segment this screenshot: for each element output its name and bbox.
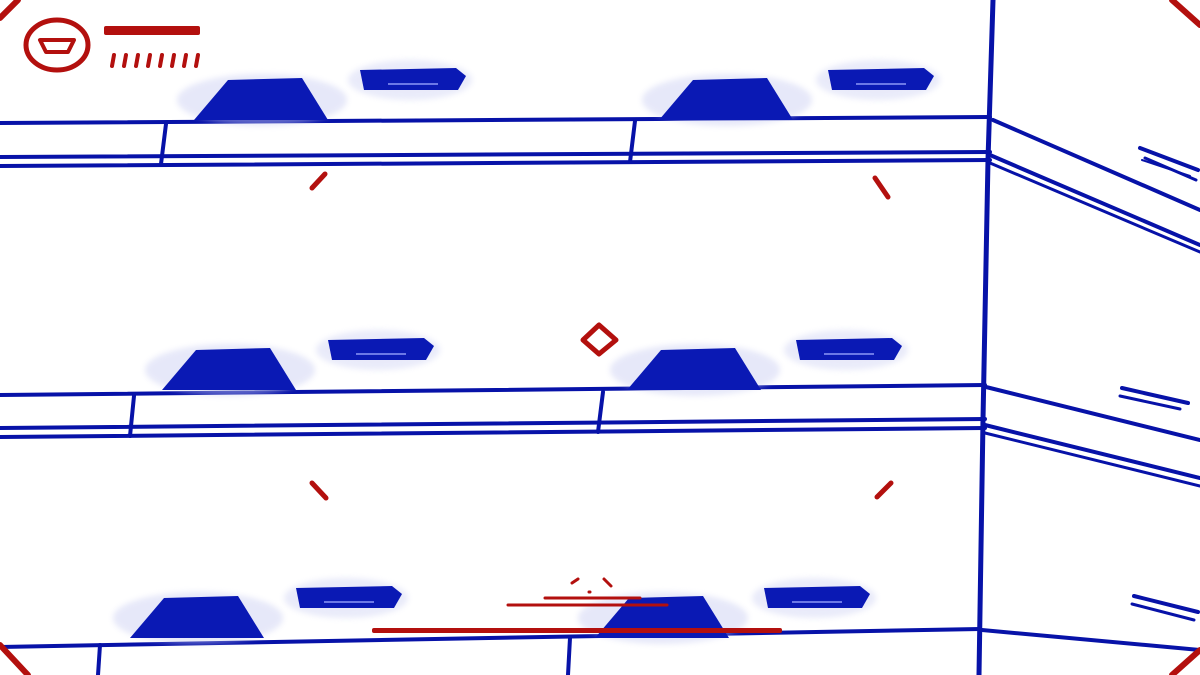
ammo-ticks [110, 53, 200, 68]
health-bar [104, 26, 200, 35]
ammo-tick [158, 53, 164, 68]
bottom-gauge [506, 577, 669, 607]
ammo-tick [170, 53, 176, 68]
shelf-row-2 [0, 383, 987, 439]
shelf-box-item[interactable] [764, 586, 870, 608]
shelf-row-3 [0, 627, 982, 675]
ammo-tick [182, 53, 188, 68]
ammo-tick [110, 53, 116, 68]
ammo-tick [134, 53, 140, 68]
shelf-box-item[interactable] [796, 338, 902, 360]
shelf-items [113, 60, 940, 644]
shelf-box-item[interactable] [828, 68, 934, 90]
ammo-tick [146, 53, 152, 68]
helmet-visor-icon [23, 17, 91, 73]
diamond-crosshair-icon [580, 322, 619, 357]
shelf-box-item[interactable] [296, 586, 402, 608]
right-wall [976, 0, 1200, 675]
shelf-cap-item[interactable] [130, 596, 264, 638]
ammo-tick [194, 53, 200, 68]
shelf-cap-item[interactable] [194, 78, 328, 120]
shelf-box-item[interactable] [328, 338, 434, 360]
crosshair-tick-icons [309, 171, 894, 501]
progress-bar [372, 628, 782, 633]
shelf-row-1 [0, 115, 992, 168]
shelf-cap-item[interactable] [659, 78, 793, 120]
shelf-box-item[interactable] [360, 68, 466, 90]
shelf-cap-item[interactable] [162, 348, 296, 390]
shelf-cap-item[interactable] [627, 348, 761, 390]
ammo-tick [122, 53, 128, 68]
